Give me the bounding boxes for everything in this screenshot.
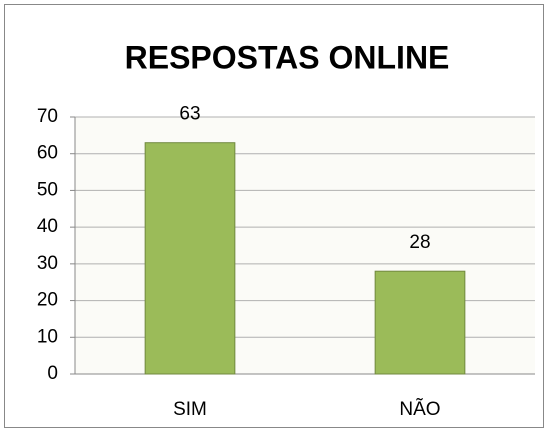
- y-tick-label: 30: [37, 253, 58, 274]
- data-label: 63: [179, 104, 200, 125]
- chart-title: RESPOSTAS ONLINE: [125, 39, 450, 75]
- plot-area: [75, 117, 535, 374]
- y-tick-label: 40: [37, 216, 58, 237]
- x-tick-label: SIM: [173, 399, 207, 420]
- y-tick-label: 20: [37, 290, 58, 311]
- bar: [144, 142, 236, 375]
- y-tick-label: 0: [47, 363, 58, 384]
- data-label: 28: [409, 232, 430, 253]
- y-tick-label: 70: [37, 106, 58, 127]
- y-tick-label: 10: [37, 326, 58, 347]
- x-tick-label: NÃO: [399, 398, 440, 420]
- y-tick-label: 50: [37, 179, 58, 200]
- bar: [374, 270, 466, 375]
- y-tick-label: 60: [37, 143, 58, 164]
